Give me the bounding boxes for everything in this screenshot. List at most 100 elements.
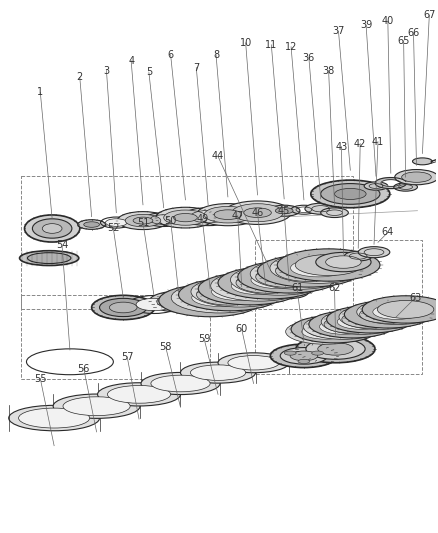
Ellipse shape (136, 298, 171, 311)
Ellipse shape (222, 290, 261, 303)
Ellipse shape (237, 261, 340, 293)
Ellipse shape (191, 289, 247, 306)
Ellipse shape (361, 296, 438, 323)
Ellipse shape (249, 288, 281, 299)
Ellipse shape (255, 266, 322, 287)
Text: 41: 41 (371, 136, 383, 147)
Ellipse shape (32, 219, 72, 238)
Text: 67: 67 (422, 10, 434, 20)
Ellipse shape (306, 320, 362, 338)
Ellipse shape (210, 270, 307, 301)
Ellipse shape (320, 183, 379, 204)
Ellipse shape (268, 205, 299, 216)
Ellipse shape (321, 309, 400, 334)
Ellipse shape (372, 304, 420, 319)
Ellipse shape (211, 283, 267, 301)
Ellipse shape (178, 278, 281, 311)
Ellipse shape (177, 290, 243, 311)
Ellipse shape (341, 310, 397, 328)
Ellipse shape (117, 212, 168, 230)
Ellipse shape (216, 278, 283, 299)
Ellipse shape (297, 359, 309, 364)
Text: 10: 10 (239, 38, 251, 48)
Text: 56: 56 (78, 364, 90, 374)
Ellipse shape (344, 251, 371, 261)
Text: 54: 54 (56, 240, 68, 251)
Text: 1: 1 (37, 87, 43, 97)
Text: 5: 5 (145, 68, 152, 77)
Ellipse shape (394, 169, 437, 185)
Ellipse shape (336, 314, 384, 329)
Ellipse shape (275, 208, 293, 214)
Ellipse shape (401, 172, 430, 182)
Text: 37: 37 (332, 26, 344, 36)
Ellipse shape (290, 259, 346, 277)
Text: 62: 62 (328, 282, 340, 293)
Ellipse shape (173, 214, 197, 222)
Text: 36: 36 (302, 53, 314, 63)
Text: 61: 61 (290, 282, 303, 293)
Ellipse shape (156, 294, 200, 309)
Ellipse shape (180, 362, 255, 383)
Ellipse shape (107, 385, 170, 403)
Ellipse shape (92, 295, 155, 320)
Ellipse shape (250, 259, 347, 289)
Ellipse shape (25, 215, 80, 242)
Ellipse shape (308, 311, 395, 338)
Ellipse shape (186, 290, 233, 307)
Text: 4: 4 (128, 55, 134, 66)
Text: 55: 55 (34, 374, 46, 384)
Ellipse shape (231, 204, 283, 222)
Ellipse shape (284, 351, 296, 355)
Text: 6: 6 (167, 50, 173, 60)
Ellipse shape (212, 286, 271, 307)
Ellipse shape (317, 343, 353, 355)
Text: 2: 2 (77, 72, 83, 83)
Ellipse shape (198, 272, 300, 305)
Text: 47: 47 (231, 211, 244, 221)
Text: 38: 38 (322, 66, 334, 76)
Ellipse shape (275, 261, 342, 281)
Ellipse shape (218, 266, 320, 299)
Ellipse shape (109, 302, 137, 313)
Ellipse shape (290, 316, 377, 343)
Text: 44: 44 (212, 151, 224, 161)
Text: 60: 60 (235, 324, 247, 334)
Ellipse shape (236, 272, 302, 293)
Text: 59: 59 (198, 334, 210, 344)
Ellipse shape (63, 397, 130, 416)
Ellipse shape (356, 300, 436, 325)
Ellipse shape (148, 291, 208, 312)
Ellipse shape (230, 264, 327, 295)
Text: 63: 63 (408, 293, 420, 303)
Ellipse shape (105, 219, 127, 227)
Ellipse shape (334, 188, 365, 199)
Text: 64: 64 (381, 228, 393, 237)
Ellipse shape (243, 208, 271, 217)
Text: 39: 39 (359, 20, 371, 30)
Ellipse shape (301, 324, 349, 339)
Ellipse shape (155, 207, 215, 228)
Text: 52: 52 (107, 223, 119, 233)
Ellipse shape (84, 222, 99, 227)
Ellipse shape (133, 217, 152, 224)
Ellipse shape (218, 353, 289, 373)
Ellipse shape (295, 254, 361, 276)
Ellipse shape (304, 203, 336, 214)
Ellipse shape (159, 285, 261, 317)
Ellipse shape (319, 319, 367, 334)
Ellipse shape (277, 249, 379, 281)
Ellipse shape (191, 276, 288, 307)
Ellipse shape (326, 305, 413, 333)
Ellipse shape (393, 183, 417, 191)
Ellipse shape (338, 304, 418, 329)
Text: 7: 7 (193, 62, 199, 72)
Ellipse shape (151, 375, 210, 392)
Ellipse shape (20, 251, 79, 265)
Text: 45: 45 (277, 206, 290, 216)
Text: 12: 12 (284, 42, 297, 52)
Ellipse shape (359, 305, 415, 324)
Ellipse shape (290, 351, 317, 361)
Ellipse shape (168, 298, 188, 305)
Ellipse shape (196, 284, 263, 305)
